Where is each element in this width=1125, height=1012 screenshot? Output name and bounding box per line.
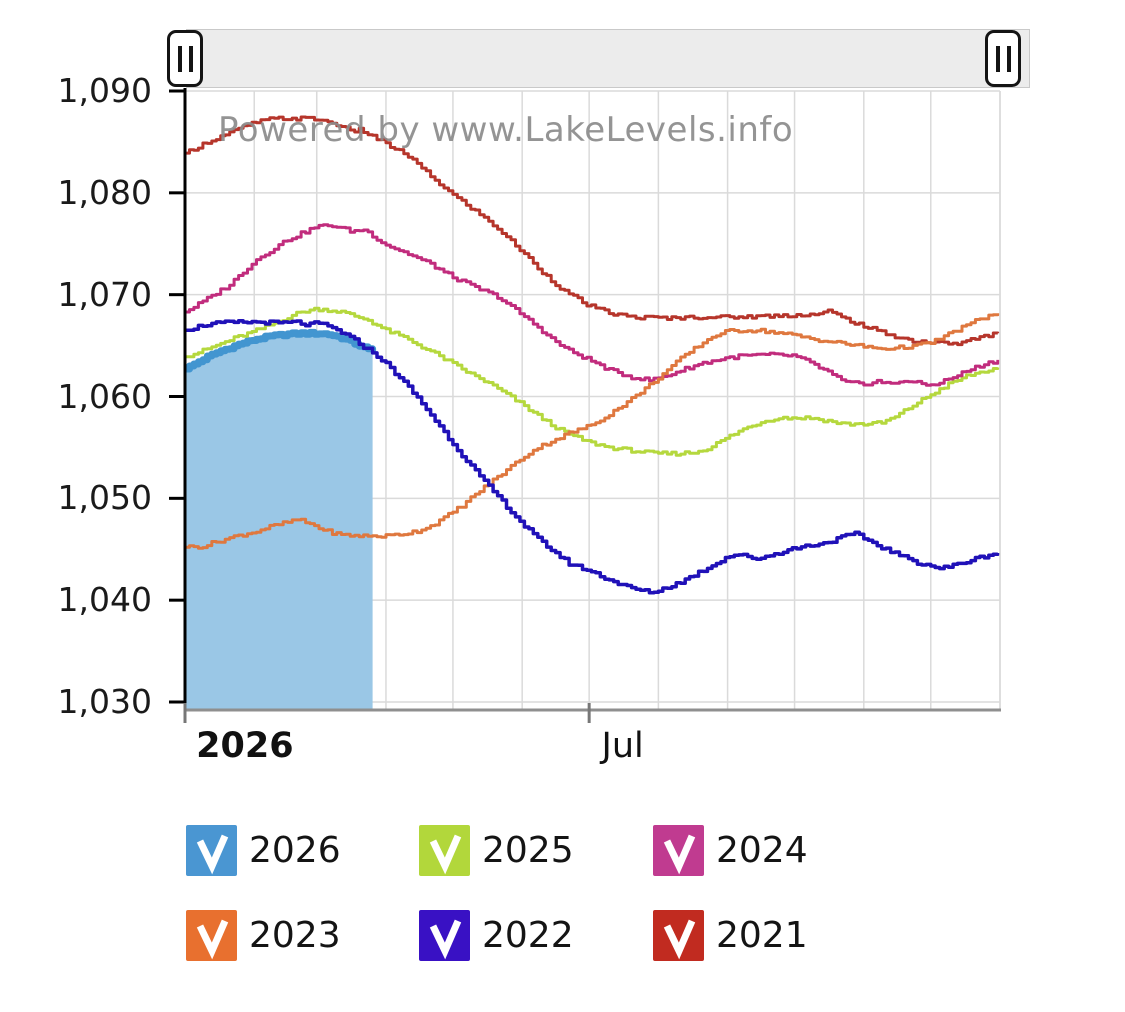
series-2023-line xyxy=(185,313,1000,550)
check-icon xyxy=(429,834,462,875)
legend-item-2026[interactable]: 2026 xyxy=(186,825,341,876)
y-axis-tick-label: 1,030 xyxy=(57,682,152,721)
y-axis-tick-label: 1,080 xyxy=(57,172,152,212)
x-axis-tick-label: 2026 xyxy=(196,726,294,766)
legend-item-2022[interactable]: 2022 xyxy=(419,910,574,961)
grip-icon xyxy=(995,45,1000,72)
checkbox-2021[interactable] xyxy=(653,910,704,961)
watermark: Powered by www.LakeLevels.info xyxy=(218,110,794,150)
legend-label: 2021 xyxy=(716,915,808,956)
y-axis-tick-label: 1,060 xyxy=(57,376,152,416)
series-2026-line xyxy=(185,328,377,373)
range-handle-left[interactable] xyxy=(167,30,203,87)
y-axis-tick-label: 1,070 xyxy=(57,274,152,314)
legend-label: 2024 xyxy=(716,830,808,871)
series-2022-line xyxy=(185,318,1000,595)
checkbox-2023[interactable] xyxy=(186,910,237,961)
series-2025-line xyxy=(185,306,1000,457)
check-icon xyxy=(429,919,462,960)
y-axis-tick-label: 1,090 xyxy=(57,71,152,110)
series-2026-area xyxy=(185,332,373,709)
checkbox-2024[interactable] xyxy=(653,825,704,876)
y-axis-tick-label: 1,040 xyxy=(57,580,152,620)
legend-item-2024[interactable]: 2024 xyxy=(653,825,808,876)
legend-item-2023[interactable]: 2023 xyxy=(186,910,341,961)
grip-icon xyxy=(188,45,193,72)
range-handle-right[interactable] xyxy=(985,30,1021,87)
checkbox-2022[interactable] xyxy=(419,910,470,961)
grip-icon xyxy=(1006,45,1011,72)
time-range-slider-track[interactable] xyxy=(186,29,1030,88)
check-icon xyxy=(196,834,229,875)
check-icon xyxy=(663,919,696,960)
y-axis-tick-label: 1,050 xyxy=(57,478,152,518)
grip-icon xyxy=(177,45,182,72)
x-axis-tick-label: Jul xyxy=(601,726,644,766)
check-icon xyxy=(663,834,696,875)
legend-item-2021[interactable]: 2021 xyxy=(653,910,808,961)
legend-label: 2022 xyxy=(482,915,574,956)
legend-label: 2026 xyxy=(249,830,341,871)
check-icon xyxy=(196,919,229,960)
checkbox-2025[interactable] xyxy=(419,825,470,876)
lake-level-chart[interactable] xyxy=(0,0,1125,790)
legend-item-2025[interactable]: 2025 xyxy=(419,825,574,876)
checkbox-2026[interactable] xyxy=(186,825,237,876)
legend-label: 2023 xyxy=(249,915,341,956)
legend-label: 2025 xyxy=(482,830,574,871)
series-2024-line xyxy=(185,223,1000,387)
series-2021-line xyxy=(185,115,1000,347)
